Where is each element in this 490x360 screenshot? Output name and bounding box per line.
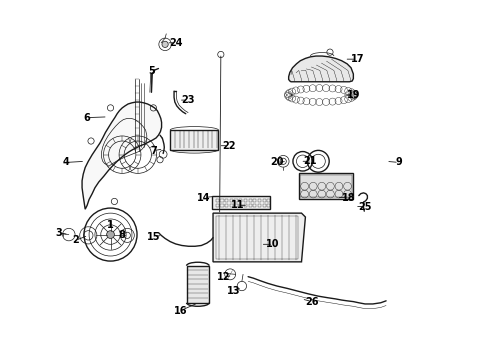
Text: 14: 14	[197, 193, 211, 203]
Bar	[258, 204, 261, 207]
Bar	[235, 204, 238, 207]
Bar	[300, 175, 352, 197]
Bar	[220, 199, 223, 202]
Text: 20: 20	[270, 157, 284, 167]
Polygon shape	[299, 173, 353, 199]
Bar	[235, 199, 238, 202]
Text: 22: 22	[222, 141, 235, 151]
Text: 4: 4	[62, 157, 69, 167]
Bar	[253, 199, 256, 202]
Circle shape	[107, 231, 115, 238]
Text: 15: 15	[147, 231, 160, 242]
Polygon shape	[212, 196, 270, 209]
Text: 21: 21	[304, 156, 317, 166]
Polygon shape	[187, 266, 209, 303]
Text: 16: 16	[174, 306, 188, 316]
Polygon shape	[213, 213, 305, 262]
Bar	[244, 199, 247, 202]
Text: 13: 13	[226, 286, 240, 296]
Bar	[225, 199, 228, 202]
Text: 1: 1	[107, 220, 114, 230]
Text: 6: 6	[84, 113, 91, 123]
Text: 10: 10	[267, 239, 280, 249]
Bar	[263, 204, 266, 207]
Text: 24: 24	[169, 38, 182, 48]
Polygon shape	[82, 102, 162, 209]
Text: 11: 11	[230, 200, 244, 210]
Bar	[253, 204, 256, 207]
Bar	[230, 204, 233, 207]
Text: 5: 5	[148, 66, 155, 76]
Bar	[239, 199, 242, 202]
Bar	[248, 204, 252, 207]
Bar	[225, 204, 228, 207]
Bar	[267, 204, 270, 207]
Text: 19: 19	[346, 90, 360, 100]
Text: 23: 23	[182, 95, 195, 105]
Text: 8: 8	[119, 230, 125, 240]
Text: 7: 7	[150, 146, 157, 156]
Bar	[220, 204, 223, 207]
Text: 25: 25	[358, 202, 372, 212]
Bar	[244, 204, 247, 207]
Text: 3: 3	[55, 228, 62, 238]
Text: 9: 9	[395, 157, 402, 167]
Bar	[267, 199, 270, 202]
Bar	[216, 199, 219, 202]
Bar	[216, 216, 298, 259]
Text: 2: 2	[72, 235, 79, 246]
Text: 12: 12	[217, 273, 230, 283]
Text: 26: 26	[305, 297, 319, 307]
Polygon shape	[170, 130, 219, 150]
Text: 18: 18	[342, 193, 355, 203]
Bar	[230, 199, 233, 202]
Text: 17: 17	[350, 54, 364, 64]
Circle shape	[162, 41, 168, 48]
Bar	[263, 199, 266, 202]
Bar	[248, 199, 252, 202]
Bar	[216, 204, 219, 207]
Bar	[258, 199, 261, 202]
Polygon shape	[289, 56, 353, 82]
Bar	[239, 204, 242, 207]
